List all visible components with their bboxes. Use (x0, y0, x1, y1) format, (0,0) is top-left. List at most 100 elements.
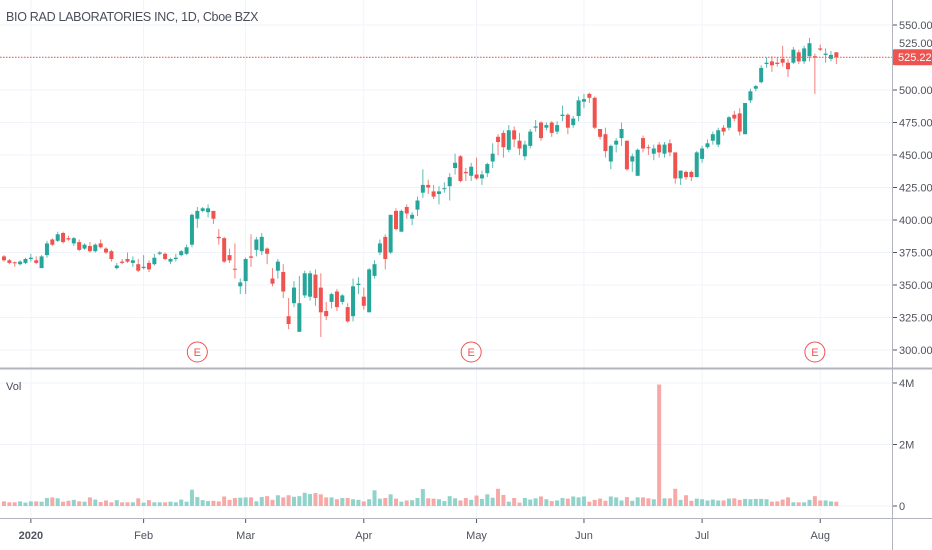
candle-body (7, 260, 12, 263)
candle-body (351, 286, 356, 317)
candle (657, 142, 662, 158)
price-tick-label: 425.00 (899, 183, 932, 195)
volume-bar (651, 499, 656, 506)
time-tick-label: Jul (695, 530, 709, 542)
candle-body (152, 257, 157, 265)
candle-body (533, 126, 538, 128)
volume-bar (28, 501, 33, 506)
candle-body (34, 260, 39, 263)
volume-bar (549, 501, 554, 506)
price-axis[interactable]: 300.00 325.00 350.00 375.00 400.00 425.00 450.… (893, 20, 932, 357)
candle-body (506, 130, 511, 150)
volume-bar (189, 489, 194, 506)
volume-bar (114, 500, 119, 506)
volume-bar (372, 490, 377, 506)
volume-bar (12, 502, 17, 506)
candle-body (828, 54, 833, 59)
candle (791, 47, 796, 64)
volume-bar (44, 498, 49, 506)
candle (678, 170, 683, 185)
candle (146, 260, 151, 272)
volume-bar (512, 498, 517, 506)
candle (560, 105, 565, 122)
candle-body (641, 138, 646, 149)
volume-bar (807, 499, 812, 506)
candle (184, 244, 189, 256)
candle (614, 138, 619, 153)
volume-bar (517, 502, 522, 506)
candle-body (372, 264, 377, 276)
volume-bar (340, 498, 345, 506)
volume-bar (710, 499, 715, 506)
price-tick-label: 350.00 (899, 280, 932, 292)
candle-body (109, 251, 114, 259)
earnings-marker[interactable]: E (460, 341, 482, 363)
candle-body (50, 239, 55, 245)
volume-bar (614, 497, 619, 506)
candle (55, 231, 60, 243)
volume-bar (222, 496, 227, 506)
volume-bar (39, 501, 44, 506)
candle (743, 103, 748, 135)
candle-body (694, 152, 699, 178)
candle (141, 255, 146, 270)
candle-body (420, 184, 425, 193)
volume-bar (587, 501, 592, 506)
candle-body (769, 61, 774, 66)
volume-bar (130, 502, 135, 506)
candle (710, 131, 715, 145)
volume-bar (275, 495, 280, 506)
volume-axis[interactable]: 0 2M 4M (893, 378, 914, 513)
volume-bar (560, 498, 565, 506)
candle-body (394, 210, 399, 230)
candle-body (823, 53, 828, 55)
earnings-marker[interactable]: E (804, 341, 826, 363)
volume-bar (828, 501, 833, 506)
candle (812, 53, 817, 94)
candle-body (587, 93, 592, 98)
candle-body (168, 259, 173, 262)
candle-body (195, 210, 200, 219)
candle (324, 301, 329, 321)
volume-bar (356, 499, 361, 506)
candle (415, 196, 420, 217)
candle (823, 48, 828, 63)
candle-body (775, 62, 780, 64)
candle (302, 270, 307, 298)
candle-body (759, 67, 764, 83)
volume-bar (700, 499, 705, 506)
candle-body (136, 264, 141, 271)
price-tick-label: 550.00 (899, 20, 932, 32)
candle (329, 292, 334, 309)
candle-body (748, 91, 753, 101)
candle (549, 121, 554, 137)
candle (479, 170, 484, 185)
volume-bar (291, 496, 296, 506)
volume-bar (732, 498, 737, 506)
candle-body (104, 248, 109, 253)
candle (265, 247, 270, 265)
time-axis[interactable]: 2020 Feb Mar Apr May Jun Jul Aug (19, 519, 830, 542)
candle (238, 278, 243, 295)
candle-body (324, 311, 329, 317)
candle-body (624, 140, 629, 170)
candle-body (222, 238, 227, 262)
volume-bar (705, 500, 710, 506)
earnings-marker[interactable]: E (186, 341, 208, 363)
volume-bar (87, 497, 92, 506)
candle (517, 132, 522, 155)
candle-body (726, 117, 731, 128)
volume-bar (383, 498, 388, 506)
candle (802, 45, 807, 64)
candle (66, 235, 71, 241)
volume-bar (34, 501, 39, 506)
candle-body (753, 86, 758, 89)
candle-body (657, 144, 662, 153)
price-tick-label: 375.00 (899, 248, 932, 260)
candle (7, 259, 12, 265)
candle (168, 257, 173, 265)
candle (297, 275, 302, 332)
candle-body (705, 143, 710, 148)
